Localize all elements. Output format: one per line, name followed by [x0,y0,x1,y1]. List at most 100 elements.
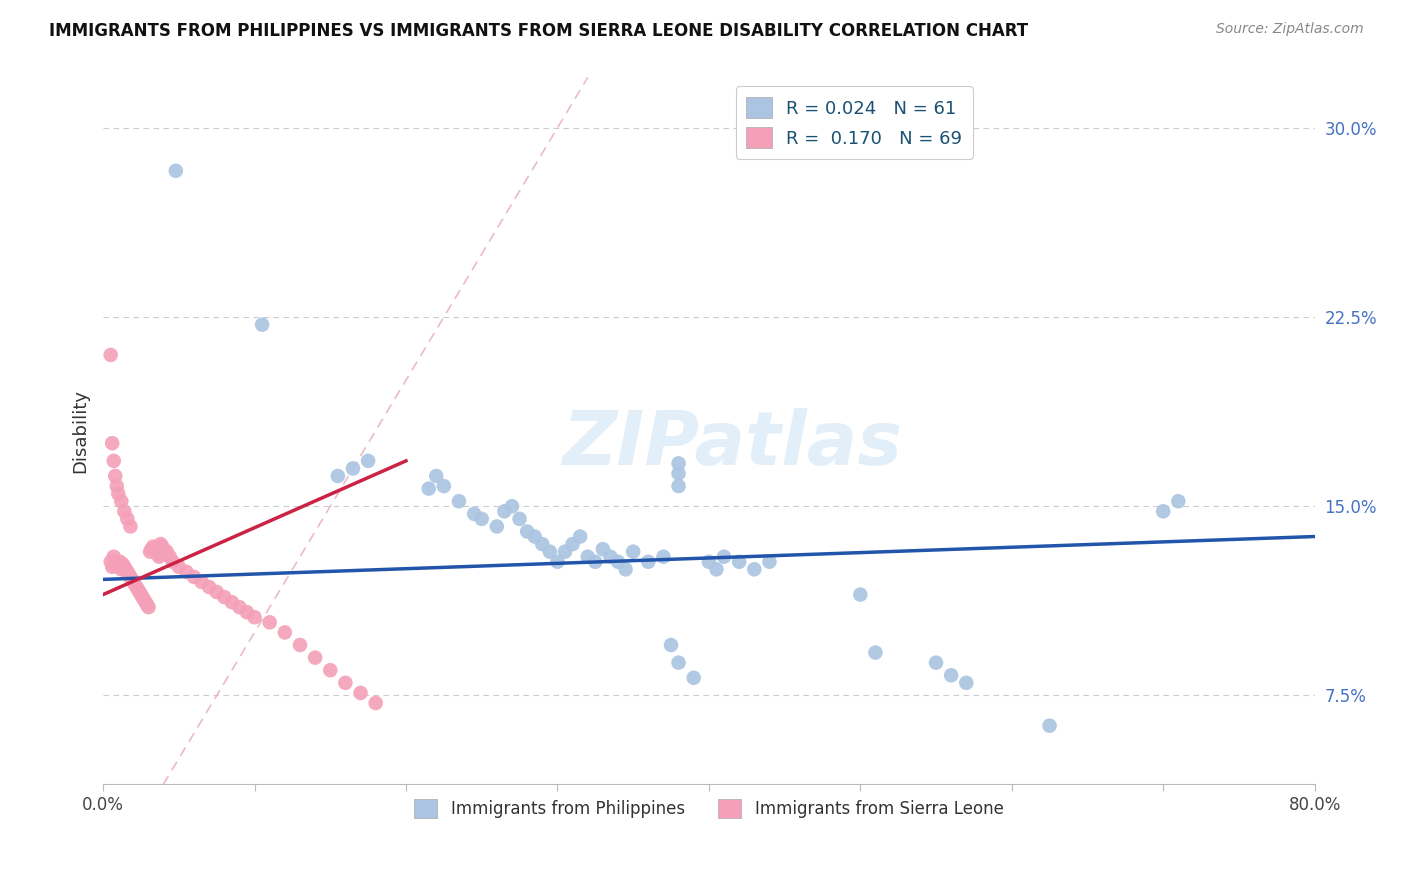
Point [865,646,887,660]
Point [138,600,160,615]
Point [205,585,228,599]
Point [105,558,128,572]
Point [129,588,152,602]
Point [554,544,576,558]
Point [132,592,155,607]
Point [111,558,134,572]
Point [143,542,166,557]
Point [485,519,508,533]
Point [190,574,212,589]
Point [939,668,962,682]
Point [501,500,523,514]
Point [162,555,184,569]
Point [569,529,592,543]
Point [471,512,494,526]
Point [214,590,236,604]
Legend: Immigrants from Philippines, Immigrants from Sierra Leone: Immigrants from Philippines, Immigrants … [408,792,1011,825]
Text: IMMIGRANTS FROM PHILIPPINES VS IMMIGRANTS FROM SIERRA LEONE DISABILITY CORRELATI: IMMIGRANTS FROM PHILIPPINES VS IMMIGRANT… [49,22,1028,40]
Point [335,676,357,690]
Point [127,582,149,597]
Point [101,436,124,450]
Point [494,504,516,518]
Point [124,577,146,591]
Point [115,562,138,576]
Text: Source: ZipAtlas.com: Source: ZipAtlas.com [1216,22,1364,37]
Point [156,544,179,558]
Point [342,461,364,475]
Point [131,590,153,604]
Point [165,163,187,178]
Point [150,540,173,554]
Point [125,580,148,594]
Point [583,555,606,569]
Y-axis label: Disability: Disability [72,389,89,473]
Point [509,512,531,526]
Point [1152,504,1174,518]
Point [728,555,751,569]
Point [304,650,326,665]
Point [955,676,977,690]
Point [121,573,143,587]
Point [117,565,139,579]
Point [668,656,690,670]
Point [668,479,690,493]
Point [149,537,172,551]
Point [668,456,690,470]
Point [447,494,470,508]
Point [101,559,124,574]
Point [112,504,135,518]
Point [120,519,142,533]
Point [523,529,546,543]
Point [576,549,599,564]
Point [849,588,872,602]
Point [148,549,170,564]
Point [152,542,174,557]
Point [433,479,456,493]
Point [183,570,205,584]
Point [236,605,259,619]
Point [141,542,163,557]
Point [614,562,637,576]
Point [621,544,644,558]
Point [167,559,190,574]
Point [668,467,690,481]
Point [103,454,125,468]
Point [697,555,720,569]
Point [607,555,630,569]
Point [146,547,169,561]
Point [135,595,157,609]
Point [592,542,614,557]
Point [108,555,131,569]
Point [142,540,165,554]
Point [599,549,621,564]
Point [425,469,447,483]
Point [463,507,485,521]
Point [706,562,728,576]
Point [538,544,561,558]
Point [742,562,765,576]
Point [105,479,128,493]
Point [136,598,159,612]
Point [221,595,243,609]
Point [139,544,162,558]
Point [107,559,129,574]
Point [100,555,122,569]
Point [652,549,675,564]
Point [118,567,141,582]
Point [516,524,538,539]
Point [112,559,135,574]
Point [1167,494,1189,508]
Point [364,696,387,710]
Point [531,537,554,551]
Point [250,318,273,332]
Point [107,486,129,500]
Point [713,549,735,564]
Point [100,348,122,362]
Point [198,580,221,594]
Point [103,549,125,564]
Point [546,555,568,569]
Text: ZIPatlas: ZIPatlas [562,409,903,481]
Point [145,544,167,558]
Point [243,610,266,624]
Point [122,574,145,589]
